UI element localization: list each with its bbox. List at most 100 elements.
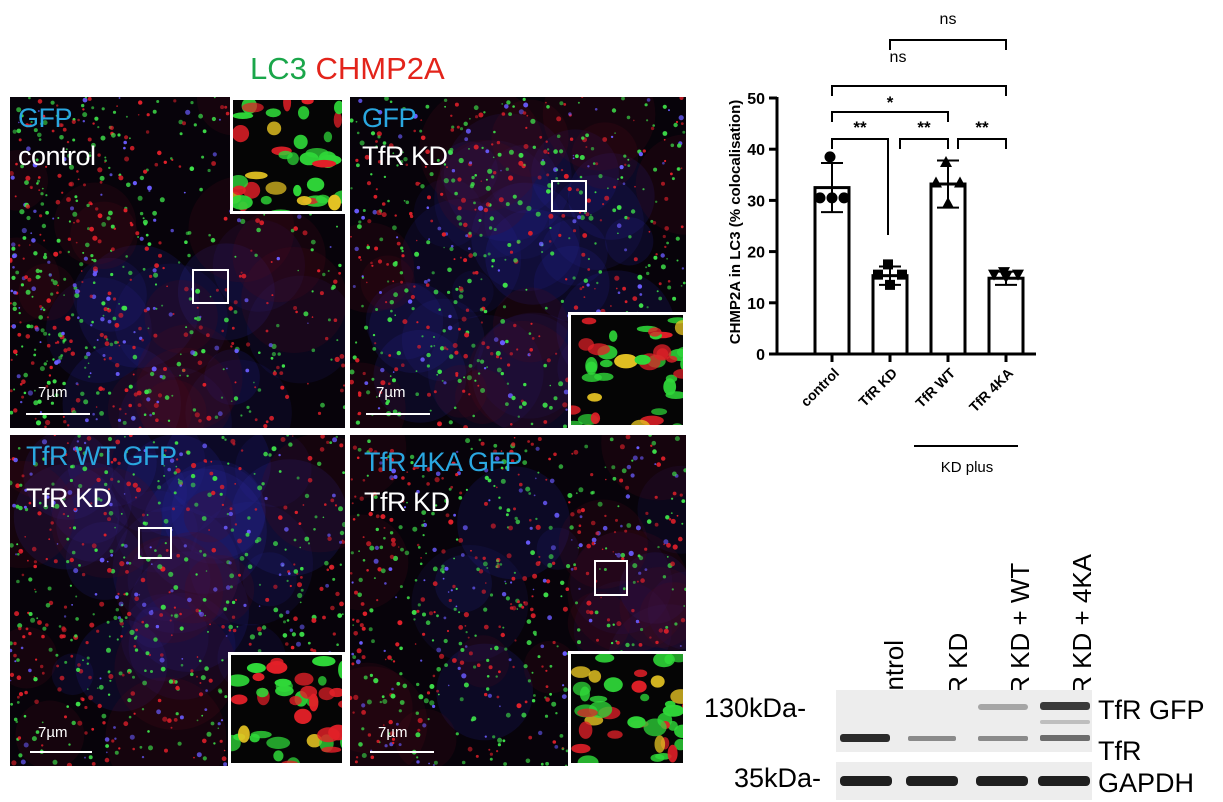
speckle	[457, 378, 462, 383]
speckle	[560, 580, 565, 585]
speckle	[509, 449, 514, 455]
speckle	[17, 623, 23, 629]
speckle	[67, 424, 70, 427]
title-chmp2a: CHMP2A	[315, 51, 445, 86]
speckle	[59, 135, 64, 140]
speckle	[432, 674, 436, 678]
speckle	[598, 174, 603, 179]
speckle	[330, 605, 335, 611]
speckle	[43, 255, 48, 260]
band-gapdh-4ka	[1038, 776, 1090, 786]
speckle	[38, 138, 42, 141]
speckle	[402, 319, 408, 325]
speckle	[433, 336, 435, 338]
speckle	[640, 456, 644, 460]
speckle	[605, 478, 607, 481]
speckle	[293, 538, 297, 542]
speckle	[22, 635, 26, 639]
speckle	[82, 112, 88, 118]
speckle	[190, 473, 196, 479]
panel-label-condition: control	[18, 141, 96, 171]
speckle	[492, 156, 495, 159]
speckle	[415, 732, 421, 738]
speckle	[634, 185, 636, 188]
speckle	[233, 300, 238, 305]
speckle	[406, 596, 410, 600]
speckle	[387, 280, 390, 283]
speckle	[168, 591, 171, 594]
speckle	[455, 605, 458, 608]
scale-bar-label: 7µm	[38, 724, 68, 741]
speckle	[392, 409, 398, 415]
speckle	[352, 624, 355, 627]
blob	[266, 661, 288, 674]
speckle	[470, 447, 473, 451]
speckle	[439, 653, 445, 659]
speckle	[34, 417, 37, 420]
speckle	[268, 453, 272, 457]
speckle	[450, 589, 453, 592]
speckle	[133, 712, 136, 715]
speckle	[391, 687, 394, 691]
speckle	[320, 435, 325, 439]
speckle	[467, 746, 473, 752]
western-blot: control TfR KD TfR KD + WT TfR KD + 4KA …	[700, 470, 1223, 802]
haze	[184, 554, 255, 625]
speckle	[545, 761, 549, 766]
speckle	[326, 440, 330, 444]
speckle	[101, 713, 107, 719]
speckle	[351, 662, 355, 666]
speckle	[553, 149, 558, 154]
speckle	[512, 105, 515, 108]
speckle	[240, 218, 246, 224]
speckle	[665, 625, 669, 629]
speckle	[613, 531, 617, 534]
speckle	[682, 130, 686, 134]
speckle	[37, 132, 42, 138]
speckle	[538, 555, 541, 558]
speckle	[420, 357, 425, 362]
speckle	[546, 358, 551, 363]
speckle	[12, 306, 17, 311]
speckle	[522, 401, 527, 406]
scale-bar	[30, 751, 92, 753]
speckle	[567, 186, 572, 192]
speckle	[391, 468, 396, 474]
speckle	[39, 305, 43, 308]
speckle	[426, 482, 430, 486]
speckle	[577, 101, 580, 104]
speckle	[396, 164, 399, 167]
speckle	[521, 605, 525, 609]
speckle	[134, 648, 139, 652]
speckle	[458, 294, 464, 299]
speckle	[188, 297, 193, 301]
speckle	[75, 398, 81, 403]
speckle	[401, 476, 405, 480]
speckle	[46, 316, 50, 319]
speckle	[29, 244, 31, 246]
speckle	[419, 562, 423, 566]
speckle	[341, 540, 345, 544]
speckle	[69, 164, 74, 170]
speckle	[133, 636, 137, 640]
speckle	[258, 583, 262, 586]
speckle	[562, 651, 568, 656]
speckle	[124, 388, 129, 393]
speckle	[84, 366, 87, 369]
speckle	[45, 419, 51, 426]
speckle	[640, 627, 644, 632]
speckle	[579, 287, 583, 291]
speckle	[117, 592, 120, 595]
speckle	[484, 735, 487, 738]
blob	[672, 423, 682, 425]
speckle	[529, 518, 532, 522]
speckle	[464, 137, 469, 142]
speckle	[399, 672, 403, 676]
speckle	[56, 543, 59, 545]
speckle	[41, 187, 44, 190]
speckle	[584, 444, 589, 449]
speckle	[302, 504, 305, 506]
significance-bracket	[831, 138, 889, 235]
speckle	[639, 293, 643, 296]
speckle	[31, 286, 36, 291]
